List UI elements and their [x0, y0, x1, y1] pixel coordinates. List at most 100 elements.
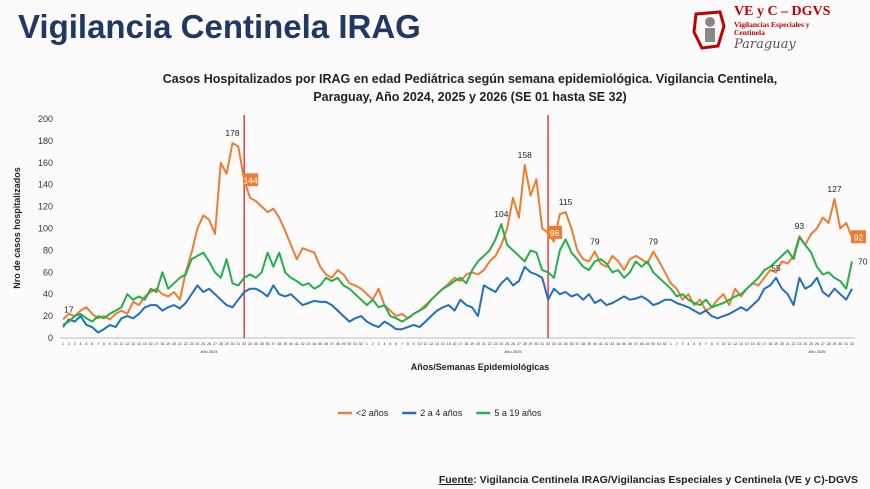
chart-title: Casos Hospitalizados por IRAG en edad Pe… [162, 72, 778, 104]
x-tick-label: 29 [225, 342, 229, 346]
x-tick-label: 12 [429, 342, 433, 346]
x-tick-label: 15 [143, 342, 147, 346]
x-tick-label: 15 [751, 342, 755, 346]
value-label: 127 [827, 184, 841, 194]
x-tick-label: 45 [318, 342, 322, 346]
x-tick-label: 28 [523, 342, 527, 346]
series-line [62, 142, 853, 321]
x-tick-label: 50 [347, 342, 351, 346]
logo-line: Vigilancias Especiales y [734, 20, 810, 29]
x-tick-label: 52 [359, 342, 363, 346]
x-tick-label: 46 [628, 342, 632, 346]
x-tick-label: 13 [131, 342, 135, 346]
x-tick-label: 35 [260, 342, 264, 346]
x-tick-label: 52 [663, 342, 667, 346]
logo-country: Paraguay [734, 37, 796, 52]
x-tick-label: 10 [418, 342, 422, 346]
x-tick-label: 31 [844, 342, 848, 346]
x-tick-label: 14 [441, 342, 445, 346]
y-tick-label: 100 [38, 224, 53, 234]
legend-label: 2 a 4 años [420, 408, 463, 418]
value-label: 115 [559, 197, 573, 207]
x-tick-label: 21 [786, 342, 790, 346]
x-tick-label: 1 [366, 342, 368, 346]
footer-label: Fuente [438, 474, 474, 486]
x-tick-label: 43 [306, 342, 310, 346]
x-tick-label: 2 [676, 342, 678, 346]
value-label-box [243, 173, 259, 187]
x-tick-label: 5 [389, 342, 391, 346]
x-tick-label: 33 [552, 342, 556, 346]
x-tick-label: 43 [610, 342, 614, 346]
x-tick-label: 13 [435, 342, 439, 346]
x-tick-label: 8 [407, 342, 409, 346]
x-tick-label: 2 [68, 342, 70, 346]
x-tick-label: 30 [534, 342, 538, 346]
x-tick-label: 34 [254, 342, 258, 346]
x-tick-label: 39 [587, 342, 591, 346]
x-tick-label: 50 [651, 342, 655, 346]
x-tick-label: 17 [458, 342, 462, 346]
x-tick-label: 11 [423, 342, 427, 346]
x-tick-label: 20 [172, 342, 176, 346]
x-tick-label: 6 [91, 342, 93, 346]
x-tick-label: 40 [289, 342, 293, 346]
logo-name: VE y C – DGVS [734, 4, 831, 19]
y-tick-label: 120 [38, 202, 53, 212]
logo: VE y C – DGVS Vigilancias Especiales y C… [690, 4, 860, 54]
x-tick-label: 27 [821, 342, 825, 346]
y-tick-label: 20 [43, 311, 53, 321]
value-label: 178 [225, 128, 239, 138]
x-tick-label: 33 [248, 342, 252, 346]
x-tick-label: 37 [575, 342, 579, 346]
x-tick-label: 29 [529, 342, 533, 346]
y-tick-label: 200 [38, 114, 53, 124]
x-tick-label: 42 [605, 342, 609, 346]
legend-label: <2 años [356, 408, 389, 418]
x-tick-label: 40 [593, 342, 597, 346]
x-tick-label: 31 [236, 342, 240, 346]
year-label: Año 2026 [808, 349, 826, 354]
x-tick-label: 34 [558, 342, 562, 346]
x-tick-label: 10 [114, 342, 118, 346]
x-tick-label: 24 [499, 342, 503, 346]
x-tick-label: 24 [803, 342, 807, 346]
value-label: 79 [590, 236, 600, 246]
year-label: Año 2025 [504, 349, 522, 354]
x-tick-label: 19 [470, 342, 474, 346]
x-tick-label: 23 [190, 342, 194, 346]
value-label: 55 [771, 263, 781, 273]
x-tick-label: 7 [401, 342, 403, 346]
x-tick-label: 1 [670, 342, 672, 346]
x-tick-label: 27 [213, 342, 217, 346]
x-tick-label: 11 [120, 342, 124, 346]
x-tick-label: 26 [815, 342, 819, 346]
x-tick-label: 47 [330, 342, 334, 346]
value-label: 158 [518, 150, 532, 160]
chart: Nro de casos hospitalizados Años/Semanas… [12, 114, 868, 418]
x-tick-label: 8 [103, 342, 105, 346]
x-tick-label: 4 [80, 342, 82, 346]
x-tick-label: 26 [207, 342, 211, 346]
y-tick-label: 80 [43, 245, 53, 255]
x-tick-label: 7 [97, 342, 99, 346]
x-tick-label: 17 [155, 342, 159, 346]
x-tick-label: 49 [645, 342, 649, 346]
x-tick-label: 36 [569, 342, 573, 346]
x-tick-label: 32 [242, 342, 246, 346]
x-axis-label: Años/Semanas Epidemiológicas [411, 362, 550, 372]
x-tick-label: 42 [301, 342, 305, 346]
x-tick-label: 24 [195, 342, 199, 346]
y-tick-label: 180 [38, 136, 53, 146]
x-tick-label: 41 [295, 342, 299, 346]
x-tick-label: 23 [493, 342, 497, 346]
logo-line: Centinela [734, 28, 765, 37]
x-tick-label: 13 [739, 342, 743, 346]
value-label: 93 [795, 221, 805, 231]
x-tick-label: 10 [721, 342, 725, 346]
value-label: 17 [64, 304, 74, 314]
x-tick-label: 29 [832, 342, 836, 346]
x-tick-label: 16 [149, 342, 153, 346]
x-tick-label: 31 [540, 342, 544, 346]
